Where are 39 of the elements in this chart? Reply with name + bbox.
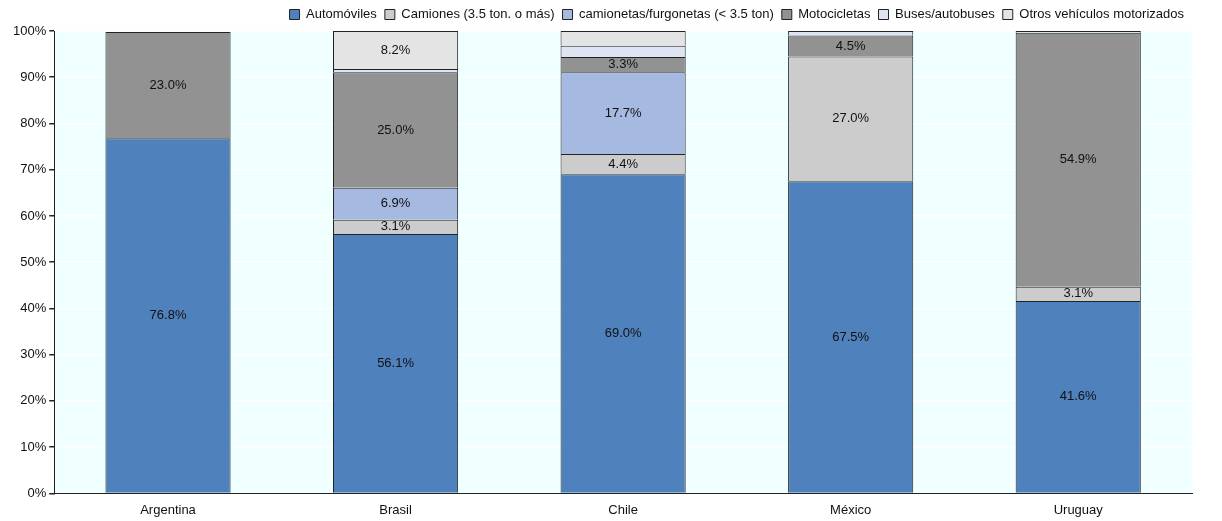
data-label: 54.9%	[1059, 151, 1098, 167]
data-label: 3.1%	[380, 218, 411, 234]
data-label: 4.4%	[608, 155, 639, 171]
data-label: 3.1%	[1063, 285, 1094, 301]
y-tick-label: 20%	[20, 392, 47, 408]
x-tick-label: Chile	[608, 501, 638, 517]
y-tick-label: 70%	[20, 161, 47, 177]
data-label: 27.0%	[832, 110, 870, 126]
x-tick-label: Argentina	[140, 501, 197, 517]
legend-label: camionetas/furgonetas (< 3.5 ton)	[579, 6, 774, 22]
x-tick-label: Brasil	[379, 501, 412, 517]
data-label: 4.5%	[835, 37, 866, 53]
x-tick-label: México	[830, 501, 872, 517]
y-tick-label: 60%	[20, 207, 47, 223]
y-tick-label: 100%	[13, 22, 47, 38]
data-label: 41.6%	[1059, 388, 1098, 404]
data-label: 6.9%	[380, 195, 411, 211]
y-tick-label: 40%	[20, 300, 47, 316]
legend-label: Motocicletas	[798, 6, 872, 22]
data-label: 56.1%	[377, 354, 415, 370]
legend-label: Camiones (3.5 ton. o más)	[401, 6, 555, 22]
data-label: 8.2%	[380, 41, 411, 57]
y-tick-label: 30%	[20, 346, 47, 362]
legend-label: Automóviles	[306, 6, 378, 22]
y-tick-label: 90%	[20, 68, 47, 84]
data-label: 23.0%	[149, 76, 187, 92]
data-label: 67.5%	[832, 328, 870, 344]
data-label: 69.0%	[604, 325, 642, 341]
legend-label: Buses/autobuses	[895, 6, 996, 22]
y-tick-label: 80%	[20, 115, 47, 131]
y-tick-label: 10%	[20, 438, 47, 454]
data-label: 76.8%	[149, 307, 187, 323]
data-label: 25.0%	[377, 121, 415, 137]
data-label: 17.7%	[604, 104, 642, 120]
y-tick-label: 0%	[27, 484, 47, 500]
data-label: 3.3%	[608, 56, 639, 72]
legend-label: Otros vehículos motorizados	[1019, 6, 1185, 22]
y-tick-label: 50%	[20, 253, 47, 269]
x-tick-label: Uruguay	[1053, 501, 1104, 517]
